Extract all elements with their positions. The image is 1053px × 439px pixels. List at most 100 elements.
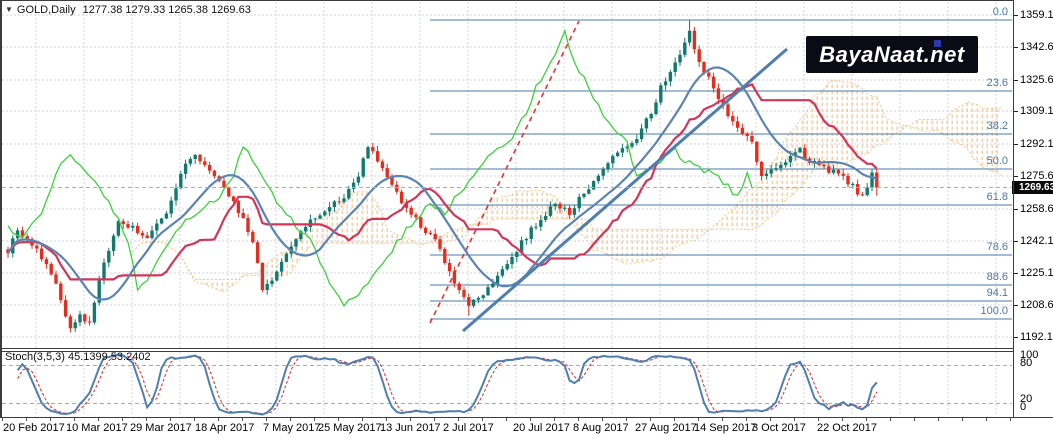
date-axis-tick (890, 418, 891, 421)
date-axis-tick (482, 418, 483, 421)
date-axis-tick (770, 418, 771, 421)
price-axis-tick (1013, 241, 1018, 242)
date-axis-tick (506, 418, 507, 421)
date-axis-tick (170, 418, 171, 421)
kijun-sen-line (7, 83, 878, 281)
date-axis-tick (314, 418, 315, 421)
date-axis-label: 8 Aug 2017 (573, 422, 629, 434)
date-axis-label: 13 Jun 2017 (380, 422, 441, 434)
price-axis-label: 1225.10 (1020, 267, 1053, 279)
fib-level-label: 38.2 (986, 120, 1008, 132)
price-axis-label: 1242.10 (1020, 235, 1053, 247)
date-axis-tick (338, 418, 339, 421)
date-axis-tick (434, 418, 435, 421)
chart-ohlc-values: 1277.38 1279.33 1265.38 1269.63 (82, 4, 251, 16)
price-axis-tick (1013, 176, 1018, 177)
price-axis-tick (1013, 209, 1018, 210)
date-axis-label: 20 Jul 2017 (513, 422, 570, 434)
price-axis-tick (1013, 47, 1018, 48)
watermark-logo: BayaNaat.net (806, 36, 978, 73)
date-axis-label: 2 Jul 2017 (443, 422, 494, 434)
chart-symbol-period: GOLD,Daily (16, 4, 76, 16)
date-axis-tick (962, 418, 963, 421)
date-axis-tick (218, 418, 219, 421)
date-axis-tick (530, 418, 531, 421)
fib-level-label: 61.8 (986, 191, 1008, 203)
fibonacci-layer[interactable] (430, 19, 1012, 320)
date-axis-tick (818, 418, 819, 421)
stoch-grid-layer (2, 352, 1012, 416)
stoch-main-line (16, 353, 878, 416)
date-axis-tick (26, 418, 27, 421)
price-axis-label: 1208.60 (1020, 299, 1053, 311)
date-axis-tick (650, 418, 651, 421)
watermark-logo-text: BayaNaat.net (819, 41, 965, 67)
price-axis-label: 1325.60 (1020, 74, 1053, 86)
fib-level-label: 50.0 (986, 155, 1008, 167)
stoch-scale-label: 20 (1020, 393, 1033, 405)
scale-border (1013, 0, 1014, 418)
date-axis-tick (794, 418, 795, 421)
date-axis-tick (242, 418, 243, 421)
date-axis-tick (362, 418, 363, 421)
price-axis-tick (1013, 144, 1018, 145)
date-axis-tick (50, 418, 51, 421)
fib-level-label: 78.6 (986, 241, 1008, 253)
date-axis-tick (986, 418, 987, 421)
pane-separator-top[interactable] (0, 348, 1014, 349)
stoch-scale-label: 0 (1020, 401, 1027, 413)
date-axis-tick (602, 418, 603, 421)
price-axis-tick (1013, 111, 1018, 112)
logo-flag-accent (934, 40, 941, 47)
fib-level-label: 88.6 (986, 271, 1008, 283)
symbol-dropdown-arrow-icon[interactable]: ▼ (5, 5, 13, 14)
date-axis-tick (266, 418, 267, 421)
date-axis-tick (866, 418, 867, 421)
fib-level-label: 100.0 (980, 305, 1008, 317)
date-axis-tick (146, 418, 147, 421)
pane-separator-bottom[interactable] (0, 351, 1014, 352)
price-axis-tick (1013, 80, 1018, 81)
date-axis-label: 7 May 2017 (263, 422, 321, 434)
price-axis-label: 1275.60 (1020, 170, 1053, 182)
price-axis-tick (1013, 15, 1018, 16)
date-axis-label: 22 Oct 2017 (817, 422, 877, 434)
date-axis-tick (290, 418, 291, 421)
date-axis-tick (674, 418, 675, 421)
date-axis-label: 20 Feb 2017 (3, 422, 65, 434)
date-axis-tick (722, 418, 723, 421)
date-axis-label: 14 Sep 2017 (694, 422, 757, 434)
stochastic-pane-canvas[interactable] (0, 352, 1014, 417)
date-axis-label: 10 Mar 2017 (66, 422, 128, 434)
date-axis-tick (914, 418, 915, 421)
rising-support-trendline[interactable] (462, 47, 788, 333)
date-axis-tick (1010, 418, 1011, 421)
left-border (0, 0, 2, 418)
date-axis-tick (386, 418, 387, 421)
price-axis-label: 1192.10 (1020, 331, 1053, 343)
date-axis-tick (842, 418, 843, 421)
price-axis-label: 1309.10 (1020, 105, 1053, 117)
current-price-tag: 1269.63 (1012, 181, 1053, 194)
steep-rally-trendline[interactable] (429, 20, 580, 324)
date-axis-tick (578, 418, 579, 421)
fib-level-label: 0.0 (992, 6, 1008, 18)
date-axis-label: 27 Aug 2017 (635, 422, 697, 434)
price-axis-tick (1013, 337, 1018, 338)
current-price-value: 1269.63 (1019, 182, 1053, 193)
date-axis-tick (698, 418, 699, 421)
date-axis-label: 25 May 2017 (318, 422, 382, 434)
date-axis-label: 18 Apr 2017 (195, 422, 255, 434)
price-axis-label: 1292.10 (1020, 138, 1053, 150)
moving-average-line (7, 66, 878, 301)
date-axis-separator (0, 417, 1053, 418)
chart-title: ▼ GOLD,Daily 1277.38 1279.33 1265.38 1269.… (5, 4, 251, 16)
date-axis-tick (554, 418, 555, 421)
date-axis-tick (98, 418, 99, 421)
date-axis-tick (2, 418, 3, 421)
price-axis-label: 1359.10 (1020, 9, 1053, 21)
chikou-span-line (7, 28, 753, 307)
date-axis-tick (410, 418, 411, 421)
price-axis-label: 1258.60 (1020, 203, 1053, 215)
